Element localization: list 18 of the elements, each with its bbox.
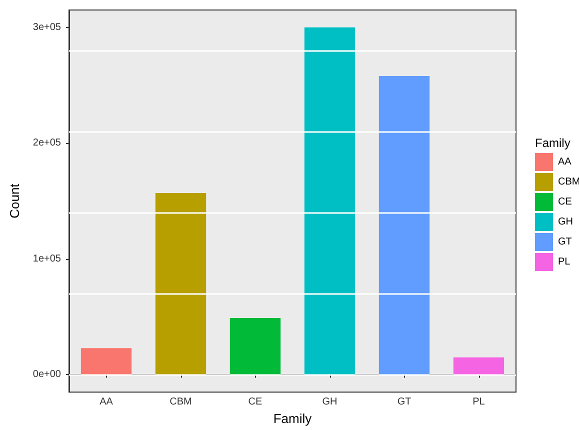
y-tick-label: 0e+00 [32, 369, 62, 380]
legend-label: PL [558, 256, 571, 268]
y-tick-label: 3e+05 [32, 22, 62, 33]
x-tick-label: CE [248, 396, 263, 408]
x-tick-label: AA [100, 396, 114, 408]
legend-label: GH [558, 216, 573, 228]
x-tick-label: GH [322, 396, 338, 408]
x-axis-title: Family [273, 411, 312, 426]
x-tick-label: GT [397, 396, 412, 408]
legend-label: GT [558, 236, 572, 248]
y-axis-title: Count [7, 183, 22, 218]
legend-label: AA [558, 156, 572, 168]
legend-title: Family [535, 136, 570, 150]
x-tick-label: PL [472, 396, 486, 408]
x-tick-label: CBM [170, 396, 192, 408]
legend-label: CE [558, 196, 572, 208]
y-tick-label: 1e+05 [32, 253, 62, 264]
y-tick-label: 2e+05 [32, 138, 62, 149]
